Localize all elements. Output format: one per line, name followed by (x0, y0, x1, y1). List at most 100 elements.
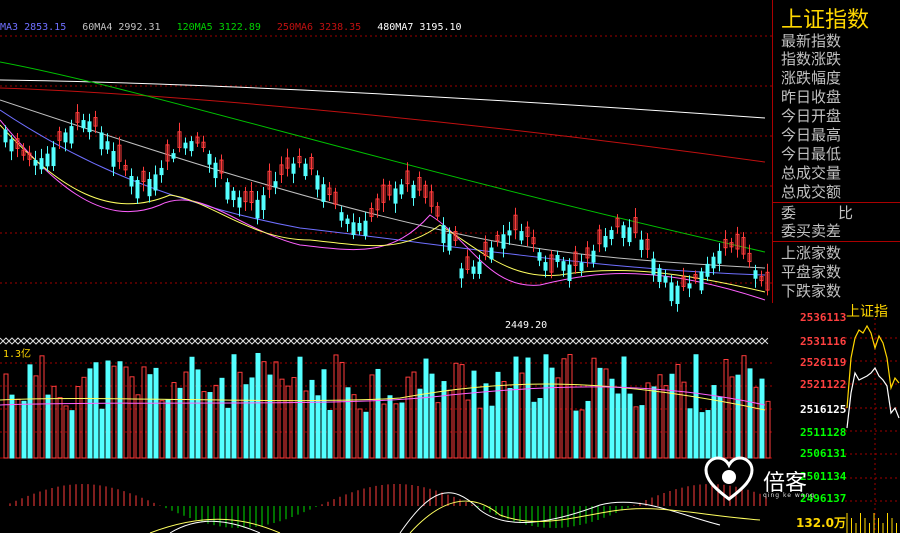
candlestick-chart[interactable] (0, 0, 772, 533)
candle-body (159, 167, 164, 176)
ma7-line (0, 79, 766, 119)
candle-body (129, 176, 134, 187)
volume-bar (93, 362, 99, 459)
candle-body (213, 162, 218, 179)
candle-body (753, 270, 758, 279)
candle-body (345, 218, 350, 224)
volume-bar (21, 400, 27, 459)
volume-bar (669, 373, 675, 459)
quote-row-open: 今日开盘 (781, 107, 842, 125)
candle-body (369, 208, 374, 217)
quote-row-prev-close: 昨日收盘 (781, 88, 842, 106)
candle-body (525, 226, 530, 237)
candle-body (303, 163, 308, 177)
candle-body (201, 141, 206, 148)
quote-row-high: 今日最高 (781, 126, 842, 144)
volume-bar (345, 387, 351, 459)
volume-bar (303, 390, 309, 459)
volume-bar (603, 368, 609, 459)
volume-bar (285, 385, 291, 459)
candle-body (747, 252, 752, 263)
intraday-mini-chart[interactable] (845, 318, 900, 533)
volume-bar (147, 374, 153, 459)
candle-body (429, 191, 434, 207)
candle-body (687, 283, 692, 289)
intraday-avg-line (846, 324, 900, 409)
candle-body (9, 139, 14, 152)
candle-body (381, 184, 386, 203)
candle-body (339, 212, 344, 221)
volume-bar (15, 398, 21, 459)
candle-body (63, 132, 68, 143)
ma4-label: 60MA4 2992.31 (82, 22, 161, 33)
candle-body (231, 190, 236, 201)
volume-bar (501, 381, 507, 459)
watermark-text: 倍客 (763, 471, 808, 496)
volume-bar (333, 354, 339, 459)
candle-body (681, 276, 686, 287)
candle-body (177, 131, 182, 148)
volume-bar (429, 373, 435, 459)
quote-row-bid-ask-diff: 委买卖差 (781, 222, 842, 240)
volume-bar (351, 394, 357, 459)
candle-body (657, 268, 662, 282)
volume-bar (531, 401, 537, 459)
volume-bar (297, 356, 303, 459)
ma-legend: MA3 2853.15 60MA4 2992.31 120MA5 3122.89… (0, 22, 472, 38)
volume-bar (213, 384, 219, 459)
volume-bar (387, 395, 393, 459)
volume-bar (291, 377, 297, 459)
candle-body (435, 206, 440, 217)
volume-bar (225, 407, 231, 459)
candle-body (57, 131, 62, 141)
volume-bar (519, 372, 525, 459)
volume-bar (249, 377, 255, 459)
watermark-subtext: qing ke wang (763, 492, 816, 499)
volume-bar (231, 354, 237, 459)
panel-divider (773, 202, 900, 203)
volume-bar (135, 394, 141, 459)
candle-body (15, 138, 20, 149)
volume-bar (465, 399, 471, 459)
volume-bar (201, 391, 207, 459)
volume-bar (699, 412, 705, 459)
volume-bar (537, 398, 543, 459)
volume-bar (9, 394, 15, 459)
volume-bar (117, 361, 123, 459)
volume-bar (399, 402, 405, 459)
candle-body (123, 165, 128, 171)
candle-body (765, 271, 770, 291)
volume-bar (747, 368, 753, 459)
candle-body (597, 229, 602, 245)
candle-body (75, 112, 80, 123)
quote-row-change: 指数涨跌 (781, 50, 842, 68)
volume-bar (507, 388, 513, 459)
volume-bar (381, 403, 387, 459)
volume-bar (477, 407, 483, 459)
candle-body (639, 239, 644, 251)
panel-divider (773, 241, 900, 242)
volume-bar (645, 382, 651, 459)
candle-body (465, 256, 470, 270)
volume-bar (579, 409, 585, 459)
candle-body (495, 234, 500, 242)
candle-body (33, 159, 38, 166)
quote-row-amount: 总成交额 (781, 183, 842, 201)
candle-body (267, 170, 272, 190)
candle-body (279, 164, 284, 175)
candle-body (141, 170, 146, 182)
candle-body (171, 153, 176, 159)
candle-body (45, 153, 50, 167)
volume-bar (657, 374, 663, 459)
volume-bar (759, 378, 765, 459)
volume-bar (45, 394, 51, 459)
ma-short-line (0, 119, 766, 301)
candle-body (327, 187, 332, 196)
volume-bar (51, 385, 57, 459)
candle-body (483, 241, 488, 257)
ma7-label: 480MA7 3195.10 (377, 22, 462, 33)
volume-bar (585, 400, 591, 459)
ma3-label: MA3 2853.15 (0, 22, 67, 33)
candle-body (357, 222, 362, 232)
candle-body (519, 231, 524, 241)
